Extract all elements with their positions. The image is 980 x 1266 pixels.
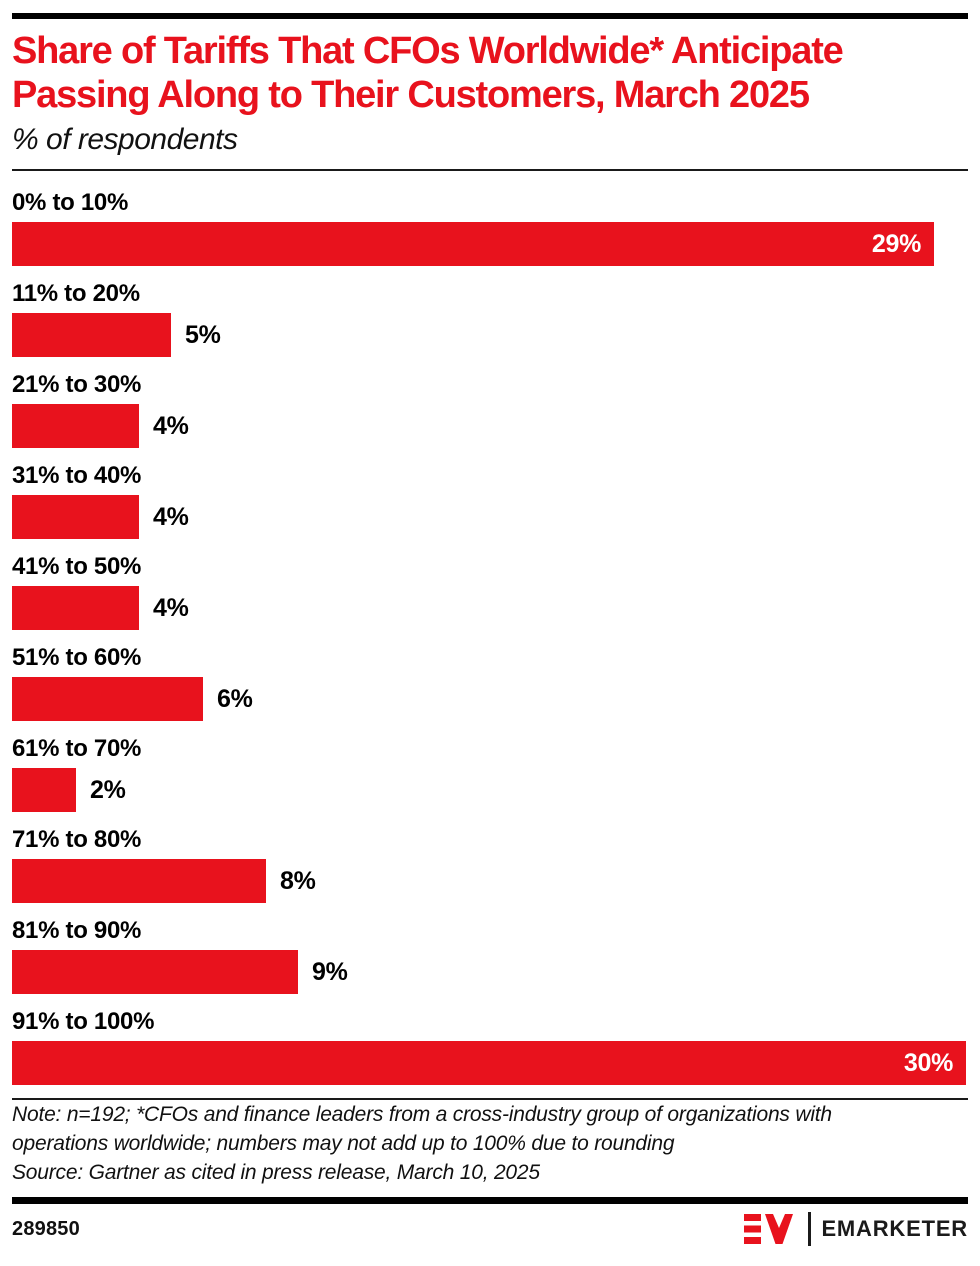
em-monogram-icon xyxy=(744,1214,794,1244)
logo-divider xyxy=(808,1212,812,1246)
chart-row: 71% to 80% 8% xyxy=(12,825,968,903)
chart-row: 21% to 30% 4% xyxy=(12,370,968,448)
bar-track: 5% xyxy=(12,313,968,357)
category-label: 71% to 80% xyxy=(12,826,142,853)
note-line-2: operations worldwide; numbers may not ad… xyxy=(12,1132,675,1155)
value-label: 4% xyxy=(153,503,189,531)
bar xyxy=(12,222,934,266)
chart-title: Share of Tariffs That CFOs Worldwide* An… xyxy=(12,29,968,117)
bar-track: 6% xyxy=(12,677,968,721)
bar xyxy=(12,677,203,721)
category-label: 0% to 10% xyxy=(12,189,129,216)
value-label: 5% xyxy=(185,321,221,349)
footnote: Note: n=192; *CFOs and finance leaders f… xyxy=(12,1100,968,1187)
bar-track: 9% xyxy=(12,950,968,994)
bar-track: 8% xyxy=(12,859,968,903)
top-rule xyxy=(12,13,968,19)
bar xyxy=(12,859,266,903)
bar-track: 29% xyxy=(12,222,968,266)
bar xyxy=(12,1041,966,1085)
value-label: 8% xyxy=(280,867,316,895)
value-label: 9% xyxy=(312,958,348,986)
chart-row: 61% to 70% 2% xyxy=(12,734,968,812)
chart-row: 41% to 50% 4% xyxy=(12,552,968,630)
bar xyxy=(12,768,76,812)
brand-name: EMARKETER xyxy=(821,1216,968,1241)
bar-track: 4% xyxy=(12,495,968,539)
bar-track: 30% xyxy=(12,1041,968,1085)
header-divider xyxy=(12,169,968,171)
chart-row: 81% to 90% 9% xyxy=(12,916,968,994)
chart-id: 289850 xyxy=(12,1217,80,1240)
chart-title-line: Share of Tariffs That CFOs Worldwide* An… xyxy=(12,30,844,72)
chart-subtitle: % of respondents xyxy=(12,123,238,156)
chart-row: 31% to 40% 4% xyxy=(12,461,968,539)
bottom-rule xyxy=(12,1197,968,1204)
bar-track: 4% xyxy=(12,404,968,448)
value-label: 2% xyxy=(90,776,126,804)
chart-row: 51% to 60% 6% xyxy=(12,643,968,721)
value-label: 6% xyxy=(217,685,253,713)
footer: 289850 EMARKETER xyxy=(12,1204,968,1254)
chart-row: 91% to 100% 30% xyxy=(12,1007,968,1085)
chart-row: 0% to 10% 29% xyxy=(12,188,968,266)
bar-chart: 0% to 10% 29% 11% to 20% 5% 21% to 30% 4… xyxy=(12,171,968,1085)
category-label: 61% to 70% xyxy=(12,735,142,762)
category-label: 91% to 100% xyxy=(12,1008,155,1035)
value-label: 29% xyxy=(871,230,921,258)
chart-row: 11% to 20% 5% xyxy=(12,279,968,357)
brand-logo: EMARKETER xyxy=(744,1212,968,1246)
footnote-divider xyxy=(12,1098,968,1100)
category-label: 21% to 30% xyxy=(12,371,142,398)
category-label: 81% to 90% xyxy=(12,917,142,944)
category-label: 31% to 40% xyxy=(12,462,142,489)
bar xyxy=(12,495,139,539)
bar-track: 2% xyxy=(12,768,968,812)
category-label: 51% to 60% xyxy=(12,644,142,671)
category-label: 11% to 20% xyxy=(12,280,140,307)
bar-track: 4% xyxy=(12,586,968,630)
bar xyxy=(12,950,298,994)
chart-title-line: Passing Along to Their Customers, March … xyxy=(12,74,810,116)
note-line-1: Note: n=192; *CFOs and finance leaders f… xyxy=(12,1103,832,1126)
bar xyxy=(12,586,139,630)
value-label: 4% xyxy=(153,412,189,440)
category-label: 41% to 50% xyxy=(12,553,142,580)
bar xyxy=(12,313,171,357)
source-line: Source: Gartner as cited in press releas… xyxy=(12,1161,540,1184)
bar xyxy=(12,404,139,448)
value-label: 4% xyxy=(153,594,189,622)
value-label: 30% xyxy=(903,1049,953,1077)
